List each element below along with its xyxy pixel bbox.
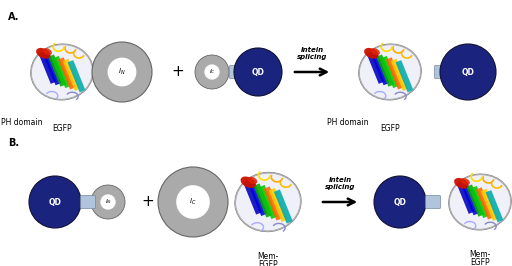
Text: Mem-: Mem- bbox=[470, 250, 490, 259]
Bar bbox=[476, 187, 494, 219]
Bar bbox=[243, 180, 262, 215]
FancyBboxPatch shape bbox=[435, 65, 450, 78]
FancyBboxPatch shape bbox=[425, 196, 440, 209]
Bar bbox=[48, 55, 66, 87]
Bar bbox=[376, 55, 394, 87]
Circle shape bbox=[234, 48, 282, 96]
Bar bbox=[466, 184, 484, 217]
Text: Mem-: Mem- bbox=[258, 252, 279, 261]
Text: +: + bbox=[172, 64, 184, 80]
Bar bbox=[481, 189, 499, 221]
Bar bbox=[367, 52, 385, 84]
FancyBboxPatch shape bbox=[229, 65, 245, 78]
Bar bbox=[63, 59, 80, 91]
Text: $I_C$: $I_C$ bbox=[208, 68, 216, 76]
Bar bbox=[485, 190, 503, 222]
Circle shape bbox=[158, 167, 228, 237]
Text: +: + bbox=[142, 194, 155, 210]
Text: $I_N$: $I_N$ bbox=[118, 67, 126, 77]
Ellipse shape bbox=[43, 48, 52, 55]
Bar bbox=[391, 59, 409, 91]
Circle shape bbox=[100, 194, 116, 210]
Ellipse shape bbox=[248, 177, 258, 184]
Bar bbox=[44, 53, 61, 85]
Text: A.: A. bbox=[8, 12, 19, 22]
Text: $I_C$: $I_C$ bbox=[189, 197, 197, 207]
Bar bbox=[253, 184, 272, 218]
Bar bbox=[381, 56, 399, 88]
Text: PH domain: PH domain bbox=[327, 118, 369, 127]
Ellipse shape bbox=[241, 177, 256, 188]
Ellipse shape bbox=[36, 48, 51, 59]
Text: EGFP: EGFP bbox=[470, 258, 490, 266]
Bar bbox=[386, 57, 403, 90]
Text: QD: QD bbox=[251, 68, 264, 77]
Ellipse shape bbox=[359, 45, 420, 99]
Bar bbox=[396, 60, 413, 92]
Text: QD: QD bbox=[461, 68, 475, 77]
Bar bbox=[68, 60, 86, 92]
Bar bbox=[457, 182, 475, 214]
Text: Intein
splicing: Intein splicing bbox=[325, 177, 355, 190]
Circle shape bbox=[440, 44, 496, 100]
Ellipse shape bbox=[236, 173, 301, 231]
Text: QD: QD bbox=[394, 197, 407, 206]
Circle shape bbox=[29, 176, 81, 228]
Ellipse shape bbox=[364, 48, 378, 59]
Text: EGFP: EGFP bbox=[52, 124, 72, 133]
Text: PH domain: PH domain bbox=[1, 118, 42, 127]
Circle shape bbox=[91, 185, 125, 219]
FancyBboxPatch shape bbox=[80, 196, 96, 209]
Circle shape bbox=[92, 42, 152, 102]
Circle shape bbox=[108, 58, 136, 86]
Ellipse shape bbox=[454, 178, 468, 189]
Text: QD: QD bbox=[49, 197, 61, 206]
Bar bbox=[372, 53, 389, 85]
Bar bbox=[259, 185, 278, 219]
Bar bbox=[461, 183, 479, 215]
Circle shape bbox=[374, 176, 426, 228]
Circle shape bbox=[176, 185, 210, 219]
Circle shape bbox=[195, 55, 229, 89]
Ellipse shape bbox=[31, 45, 93, 99]
Ellipse shape bbox=[371, 48, 380, 55]
Bar bbox=[58, 57, 76, 90]
Ellipse shape bbox=[450, 175, 510, 229]
Circle shape bbox=[204, 64, 220, 80]
Bar bbox=[53, 56, 71, 88]
Bar bbox=[269, 188, 288, 222]
Text: Intein
splicing: Intein splicing bbox=[297, 47, 327, 60]
Bar bbox=[274, 189, 293, 223]
Bar bbox=[264, 186, 283, 221]
Bar bbox=[471, 186, 489, 218]
Text: EGFP: EGFP bbox=[380, 124, 400, 133]
Ellipse shape bbox=[461, 178, 470, 185]
Text: EGFP: EGFP bbox=[258, 260, 278, 266]
Text: B.: B. bbox=[8, 138, 19, 148]
Text: $I_N$: $I_N$ bbox=[104, 198, 112, 206]
Bar bbox=[39, 52, 56, 84]
Bar bbox=[248, 182, 267, 216]
